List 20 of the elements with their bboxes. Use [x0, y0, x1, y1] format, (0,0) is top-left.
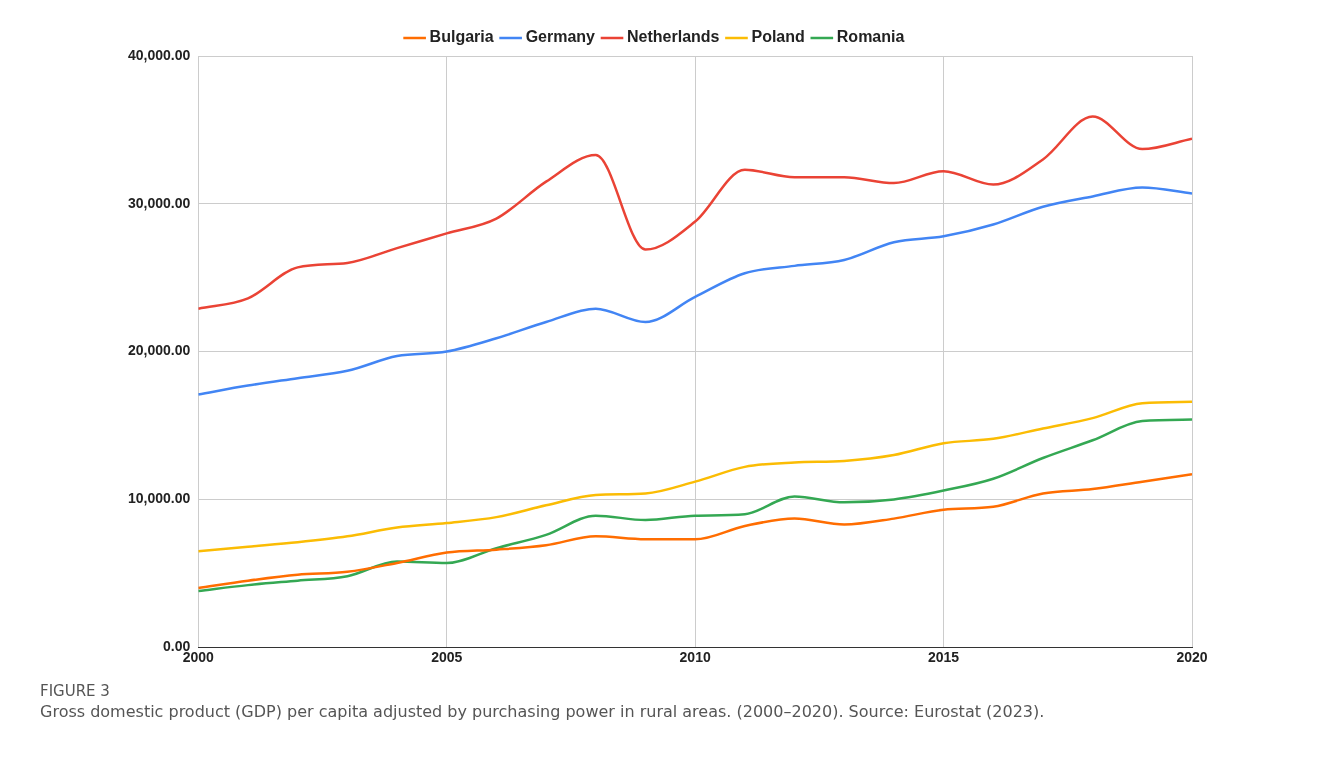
- x-tick-label: 2020: [1176, 649, 1208, 666]
- legend-label: Romania: [836, 28, 905, 46]
- line-series: [198, 473, 1192, 590]
- caption: FIGURE 3: [40, 682, 111, 700]
- line-series: [198, 400, 1192, 553]
- x-tick-label: 2010: [679, 649, 711, 666]
- legend-label: Netherlands: [627, 28, 720, 46]
- y-tick-label: 40,000.00: [127, 46, 191, 63]
- y-tick-label: 20,000.00: [127, 342, 191, 359]
- legend-label: Germany: [525, 28, 596, 46]
- y-tick-label: 10,000.00: [127, 490, 191, 507]
- legend-label: Bulgaria: [429, 28, 494, 46]
- y-tick-label: 30,000.00: [127, 194, 191, 211]
- text: Gross domestic product (GDP) per capita adjusted by purchasing power in rural areas. (2000–2020). Source: Eurostat (2023).: [40, 702, 1046, 721]
- line-series: [198, 186, 1192, 396]
- x-tick-label: 2005: [431, 649, 463, 666]
- line-series: [198, 115, 1192, 310]
- x-tick-label: 2015: [927, 649, 960, 666]
- legend-label: Poland: [751, 28, 805, 46]
- line-series: [198, 418, 1192, 593]
